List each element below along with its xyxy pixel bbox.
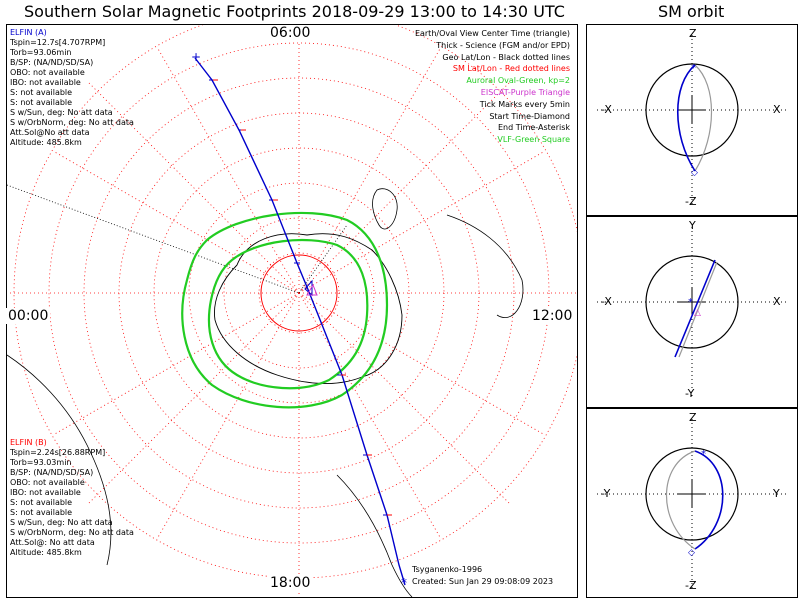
- elfin-b-line: OBO: not available: [10, 478, 85, 487]
- antarctica-coastline: [214, 233, 403, 384]
- axis-top: Z: [689, 411, 697, 424]
- sm-panel-xz: * ◇ Z -Z -X X: [586, 24, 798, 216]
- sm-panel-xz-graphic: * ◇: [597, 35, 787, 205]
- legend-item: Tick Marks every 5min: [479, 99, 570, 109]
- geo-meridian-line: [7, 184, 300, 294]
- credits: Tsyganenko-1996 Created: Sun Jan 29 09:0…: [412, 564, 553, 588]
- elfin-b-name: ELFIN (B): [10, 438, 47, 447]
- legend-item: EISCAT-Purple Triangle: [480, 87, 570, 97]
- sm-pole-circle: [260, 254, 338, 332]
- axis-bottom: -Y: [685, 387, 695, 400]
- sm-panel-yz: * ◇ Z -Z -Y Y: [586, 408, 798, 598]
- elfin-track: [194, 57, 406, 586]
- end-marker: *: [401, 576, 407, 590]
- elfin-b-line: S: not available: [10, 508, 73, 517]
- svg-text:*: *: [701, 449, 706, 460]
- elfin-a-line: S w/Sun, deg: No att data: [10, 108, 113, 117]
- elfin-b-line: Tspin=2.24s[26.88RPM]: [10, 448, 106, 457]
- sm-orbit-title: SM orbit: [658, 2, 725, 21]
- elfin-b-info: ELFIN (B) Tspin=2.24s[26.88RPM] Torb=93.…: [10, 438, 134, 558]
- elfin-b-line: IBO: not available: [10, 488, 81, 497]
- legend-item: End Time-Asterisk: [497, 123, 570, 133]
- elfin-a-line: S w/OrbNorm, deg: No att data: [10, 118, 134, 127]
- axis-right: Y: [773, 487, 780, 500]
- track-tick-marks: [209, 79, 391, 516]
- sm-longitude-lines: [7, 25, 577, 597]
- svg-text:◇: ◇: [691, 168, 698, 178]
- axis-bottom: -Z: [685, 579, 697, 592]
- elfin-a-line: Altitude: 485.8km: [10, 138, 82, 147]
- elfin-b-line: Torb=93.03min: [10, 458, 72, 467]
- clock-label-top: 06:00: [268, 25, 313, 41]
- axis-bottom: -Z: [685, 195, 697, 208]
- axis-top: Y: [689, 219, 696, 232]
- sm-panel-yz-graphic: * ◇: [597, 419, 787, 589]
- svg-text:*: *: [691, 63, 696, 74]
- axis-left: -Y: [601, 487, 611, 500]
- legend: Earth/Oval View Center Time (triangle) T…: [415, 28, 570, 146]
- elfin-a-line: B/SP: (NA/ND/SD/SA): [10, 58, 94, 67]
- australia-outline: [7, 354, 112, 566]
- legend-item: Earth/Oval View Center Time (triangle): [414, 29, 570, 38]
- axis-right: X: [773, 295, 781, 308]
- elfin-b-line: S w/Sun, deg: No att data: [10, 518, 113, 527]
- elfin-b-line: S: not available: [10, 498, 73, 507]
- plot-title: Southern Solar Magnetic Footprints 2018-…: [24, 2, 565, 21]
- legend-item: Thick - Science (FGM and/or EPD): [436, 40, 570, 50]
- elfin-a-line: S: not available: [10, 98, 73, 107]
- elfin-b-line: S w/OrbNorm, deg: No att data: [10, 528, 134, 537]
- elfin-b-line: Altitude: 485.8km: [10, 548, 82, 557]
- credit-created: Created: Sun Jan 29 09:08:09 2023: [412, 577, 554, 586]
- elfin-a-name: ELFIN (A): [10, 28, 47, 37]
- credit-model: Tsyganenko-1996: [412, 565, 483, 574]
- eiscat-triangle: [306, 283, 318, 296]
- elfin-a-line: OBO: not available: [10, 68, 85, 77]
- clock-label-right: 12:00: [530, 308, 575, 324]
- legend-item: Start Time-Diamond: [489, 111, 570, 121]
- clock-label-left: 00:00: [6, 308, 51, 324]
- elfin-a-info: ELFIN (A) Tspin=12.7s[4.707RPM] Torb=93.…: [10, 28, 134, 148]
- elfin-a-line: IBO: not available: [10, 78, 81, 87]
- legend-item: VLF-Green Square: [497, 135, 570, 145]
- elfin-a-line: Torb=93.06min: [10, 48, 72, 57]
- elfin-a-line: Tspin=12.7s[4.707RPM]: [10, 38, 106, 47]
- polar-map-graphic: + *: [7, 25, 577, 597]
- elfin-b-tick-marks: [213, 79, 392, 516]
- new-zealand-outline: [336, 474, 413, 597]
- auroral-oval-outer: [181, 211, 389, 409]
- legend-item: Auroral Oval-Green, kp=2: [466, 76, 570, 86]
- axis-right: X: [773, 103, 781, 116]
- africa-outline: [446, 214, 524, 318]
- legend-item: Geo Lat/Lon - Black dotted lines: [442, 52, 570, 62]
- axis-left: -X: [601, 295, 612, 308]
- svg-text:*: *: [688, 297, 693, 308]
- sm-panel-xy-graphic: * △: [597, 227, 787, 397]
- svg-text:△: △: [694, 308, 701, 318]
- elfin-a-line: S: not available: [10, 88, 73, 97]
- elfin-b-line: B/SP: (NA/ND/SD/SA): [10, 468, 94, 477]
- auroral-oval-inner: [207, 238, 369, 390]
- axis-top: Z: [689, 27, 697, 40]
- start-marker: +: [191, 50, 201, 64]
- elfin-b-line: Att.Sol@: No att data: [10, 538, 95, 547]
- legend-item: SM Lat/Lon - Red dotted lines: [452, 64, 570, 74]
- svg-text:◇: ◇: [688, 548, 695, 558]
- axis-left: -X: [601, 103, 612, 116]
- south-america-tip: [372, 188, 398, 230]
- elfin-a-line: Att.Sol@No att data: [10, 128, 90, 137]
- sm-panel-xy: * △ Y -Y -X X: [586, 216, 798, 408]
- clock-label-bottom: 18:00: [268, 575, 313, 591]
